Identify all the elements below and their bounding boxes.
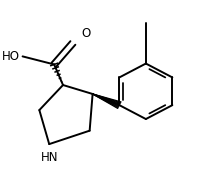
Text: O: O: [81, 27, 91, 40]
Text: HO: HO: [2, 50, 20, 63]
Text: HN: HN: [41, 151, 58, 164]
